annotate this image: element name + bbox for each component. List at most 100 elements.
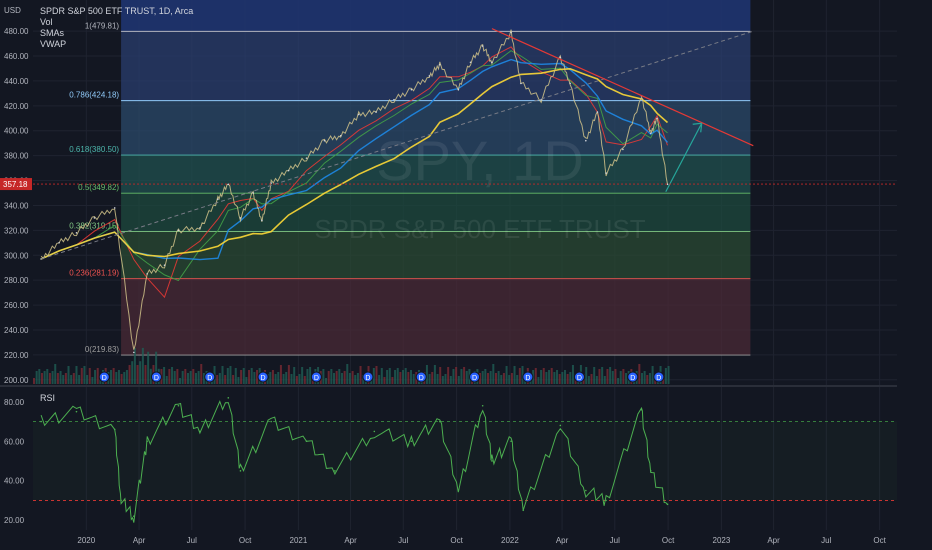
fib-level-label: 0.236(281.19): [69, 269, 119, 278]
volume-bar: [611, 371, 614, 384]
fib-top-band: [121, 0, 751, 32]
volume-bar: [444, 374, 447, 384]
price-point: [323, 139, 326, 142]
rsi-pane: 80.00 60.00 40.00 20.00: [4, 397, 897, 525]
volume-bar: [139, 361, 142, 384]
volume-bar: [155, 351, 158, 384]
volume-bar: [518, 368, 521, 384]
rsi-point: [373, 430, 376, 433]
volume-bar: [516, 375, 519, 384]
dividend-marker-letter: D: [314, 375, 319, 382]
rsi-point: [640, 408, 643, 411]
volume-bar: [489, 371, 492, 384]
volume-bar: [237, 377, 240, 384]
price-point: [239, 217, 242, 219]
dividend-marker: [522, 371, 534, 383]
price-point: [93, 217, 96, 219]
legend[interactable]: SPDR S&P 500 ETF TRUST, 1D, Arca Vol SMA…: [40, 6, 193, 50]
price-point: [656, 117, 658, 120]
volume-bar: [94, 370, 97, 384]
volume-bar: [614, 369, 617, 384]
rsi-point: [177, 404, 180, 407]
volume-bar: [86, 375, 89, 384]
dividend-marker: [469, 371, 481, 383]
volume-bar: [412, 374, 415, 384]
volume-bar: [303, 376, 306, 384]
volume-bar: [484, 369, 487, 384]
dividend-marker-letter: D: [102, 375, 107, 382]
axes: 480.00460.00440.00420.00400.00380.00360.…: [0, 27, 897, 545]
dashed-trendline: [40, 30, 754, 260]
x-tick-label: Oct: [239, 536, 252, 545]
price-point: [438, 63, 441, 66]
volume-bar: [67, 366, 70, 384]
price-tick-label: 200.00: [4, 376, 29, 385]
dividend-marker-letter: D: [656, 375, 661, 382]
volume-bar: [298, 374, 301, 384]
dividend-marker: [627, 371, 639, 383]
volume-bar: [391, 377, 394, 384]
sma-fast-line: [40, 46, 668, 299]
indicator-vwap[interactable]: VWAP: [40, 39, 67, 49]
price-point: [585, 139, 587, 142]
volume-bar: [75, 366, 78, 384]
drawings[interactable]: [40, 28, 754, 260]
volume-bar: [285, 372, 288, 384]
rsi-label[interactable]: RSI: [40, 393, 56, 403]
volume-bar: [48, 373, 51, 384]
volume-bar: [40, 373, 43, 384]
volume-bar: [327, 371, 330, 384]
price-point: [252, 192, 255, 194]
price-point: [457, 88, 460, 91]
volume-bar: [609, 367, 612, 384]
price-point: [649, 132, 652, 135]
volume-bar: [64, 373, 67, 384]
fib-level-label: 0.618(380.50): [69, 145, 119, 154]
dividend-marker: [98, 371, 110, 383]
dividend-marker: [204, 371, 216, 383]
indicator-smas[interactable]: SMAs: [40, 28, 65, 38]
volume-bar: [173, 371, 176, 384]
price-point: [375, 111, 377, 113]
volume-bar: [253, 372, 256, 384]
volume-bar: [510, 373, 513, 384]
volume-bar: [356, 373, 359, 384]
indicator-vol[interactable]: Vol: [40, 17, 53, 27]
volume-bar: [452, 369, 455, 384]
x-tick-label: Apr: [344, 536, 357, 545]
volume-bar: [250, 368, 253, 384]
price-tick-label: 460.00: [4, 52, 29, 61]
volume-bar: [553, 372, 556, 384]
volume-bar: [165, 376, 168, 384]
volume-bar: [242, 368, 245, 384]
volume-bar: [120, 374, 123, 384]
price-point: [510, 31, 512, 34]
chart-title[interactable]: SPDR S&P 500 ETF TRUST, 1D, Arca: [40, 6, 194, 16]
volume-bar: [141, 347, 144, 384]
dividend-marker: [150, 371, 162, 383]
x-tick-label: 2021: [290, 536, 308, 545]
volume-bar: [463, 367, 466, 384]
price-point: [58, 242, 60, 244]
sma-mid-line: [40, 50, 668, 282]
volume-bar: [202, 373, 205, 384]
volume-bar: [359, 366, 362, 384]
price-tick-label: 220.00: [4, 351, 29, 360]
price-point: [305, 157, 308, 159]
volume-bar: [112, 368, 115, 384]
volume-bar: [372, 368, 375, 384]
price-tick-label: 320.00: [4, 226, 29, 235]
volume-bar: [62, 375, 65, 384]
rsi-point: [481, 404, 484, 407]
price-point: [339, 134, 342, 137]
price-point: [113, 207, 116, 209]
volume-bar: [351, 371, 354, 384]
price-point: [133, 351, 135, 354]
volume-bar: [115, 372, 118, 384]
volume-bar: [550, 368, 553, 384]
rsi-point: [410, 440, 413, 443]
volume-bar: [479, 373, 482, 384]
x-tick-label: Jul: [821, 536, 831, 545]
x-tick-label: 2022: [501, 536, 519, 545]
